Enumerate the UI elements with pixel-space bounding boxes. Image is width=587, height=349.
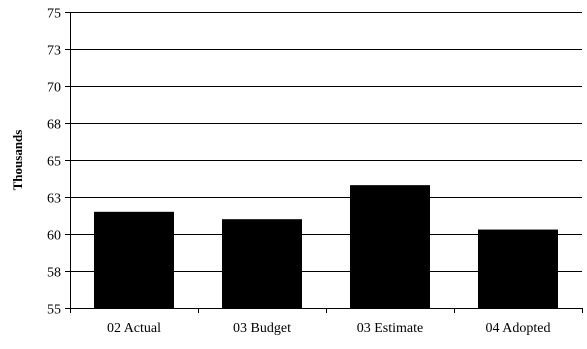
- bar: [478, 229, 558, 308]
- y-tick-label: 75: [47, 7, 61, 22]
- x-tick-label: 04 Adopted: [486, 321, 551, 336]
- bars: [94, 185, 558, 308]
- y-tick-label: 65: [47, 155, 61, 170]
- y-tick-label: 58: [47, 266, 61, 281]
- bar: [94, 211, 174, 308]
- y-ticks: 55 58 60 63 65 68 70 73 75: [47, 7, 70, 318]
- y-tick-label: 60: [47, 229, 61, 244]
- x-ticks: 02 Actual 03 Budget 03 Estimate 04 Adopted: [70, 308, 583, 336]
- y-tick-label: 55: [47, 303, 61, 318]
- bar: [222, 219, 302, 308]
- y-tick-label: 73: [47, 44, 61, 59]
- x-tick-label: 02 Actual: [107, 321, 161, 336]
- x-tick-label: 03 Estimate: [357, 321, 424, 336]
- y-tick-label: 70: [47, 81, 61, 96]
- y-axis-title: Thousands: [10, 130, 25, 191]
- y-tick-label: 68: [47, 118, 61, 133]
- bar: [350, 185, 430, 308]
- y-tick-label: 63: [47, 192, 61, 207]
- x-tick-label: 03 Budget: [233, 321, 291, 336]
